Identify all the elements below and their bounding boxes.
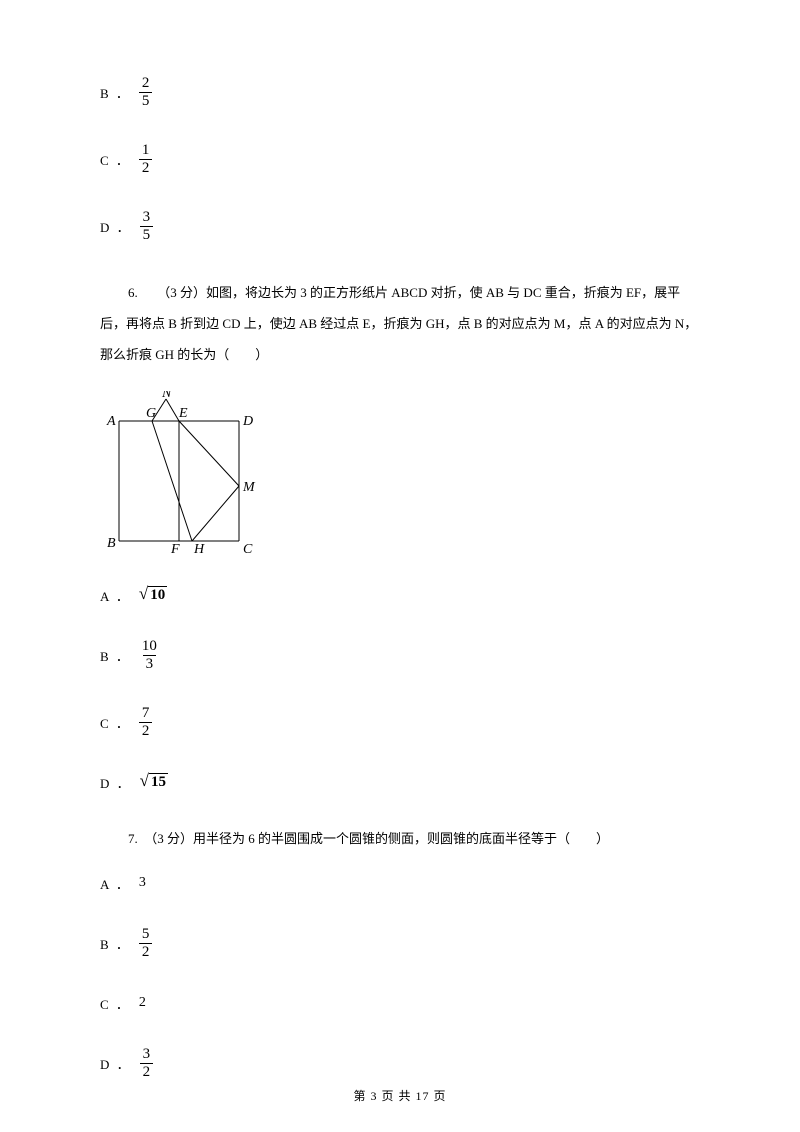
svg-text:E: E	[178, 406, 188, 421]
plain-value: 3	[139, 875, 146, 891]
option-label: A ．	[100, 874, 131, 893]
q7-option-d: D ． 3 2	[100, 1047, 700, 1080]
q5-option-d: D ． 3 5	[100, 210, 700, 243]
q5-option-c: C ． 1 2	[100, 143, 700, 176]
geometry-figure: A B C D E F G H M N	[104, 391, 279, 559]
q7-option-b: B ． 5 2	[100, 927, 700, 960]
fraction: 3 2	[140, 1047, 154, 1080]
option-label: B ．	[100, 83, 131, 102]
option-label: C ．	[100, 150, 131, 169]
plain-value: 2	[139, 995, 146, 1011]
svg-text:C: C	[243, 542, 253, 557]
option-label: C ．	[100, 713, 131, 732]
q6-option-a: A ． √ 10	[100, 586, 700, 605]
q7-text: 7. （3 分）用半径为 6 的半圆围成一个圆锥的侧面，则圆锥的底面半径等于（ …	[100, 826, 700, 852]
option-label: B ．	[100, 934, 131, 953]
sqrt: √ 15	[140, 773, 168, 791]
fraction: 1 2	[139, 143, 153, 176]
svg-text:N: N	[161, 391, 172, 401]
svg-text:H: H	[193, 542, 205, 557]
svg-text:D: D	[242, 414, 253, 429]
option-label: B ．	[100, 646, 131, 665]
option-label: A ．	[100, 586, 131, 605]
q6-option-b: B ． 10 3	[100, 639, 700, 672]
q6-option-c: C ． 7 2	[100, 706, 700, 739]
svg-text:F: F	[170, 542, 180, 557]
q7-option-c: C ． 2	[100, 994, 700, 1013]
q6-diagram: A B C D E F G H M N	[104, 391, 700, 564]
fraction: 5 2	[139, 927, 153, 960]
svg-text:A: A	[106, 414, 116, 429]
fraction: 3 5	[140, 210, 154, 243]
q7-option-a: A ． 3	[100, 874, 700, 893]
option-label: D ．	[100, 1054, 132, 1073]
sqrt: √ 10	[139, 586, 167, 604]
q6-text: 6. （3 分）如图，将边长为 3 的正方形纸片 ABCD 对折，使 AB 与 …	[100, 277, 700, 371]
document-page: B ． 2 5 C ． 1 2 D ． 3 5 6. （3 分）如图，将边长为 …	[0, 0, 800, 1120]
fraction: 7 2	[139, 706, 153, 739]
page-footer: 第 3 页 共 17 页	[0, 1087, 800, 1104]
svg-text:M: M	[242, 480, 256, 495]
svg-text:B: B	[107, 536, 116, 551]
option-label: C ．	[100, 994, 131, 1013]
q6-option-d: D ． √ 15	[100, 773, 700, 792]
fraction: 2 5	[139, 76, 153, 109]
q5-option-b: B ． 2 5	[100, 76, 700, 109]
option-label: D ．	[100, 773, 132, 792]
fraction: 10 3	[139, 639, 160, 672]
option-label: D ．	[100, 217, 132, 236]
svg-text:G: G	[146, 406, 156, 421]
